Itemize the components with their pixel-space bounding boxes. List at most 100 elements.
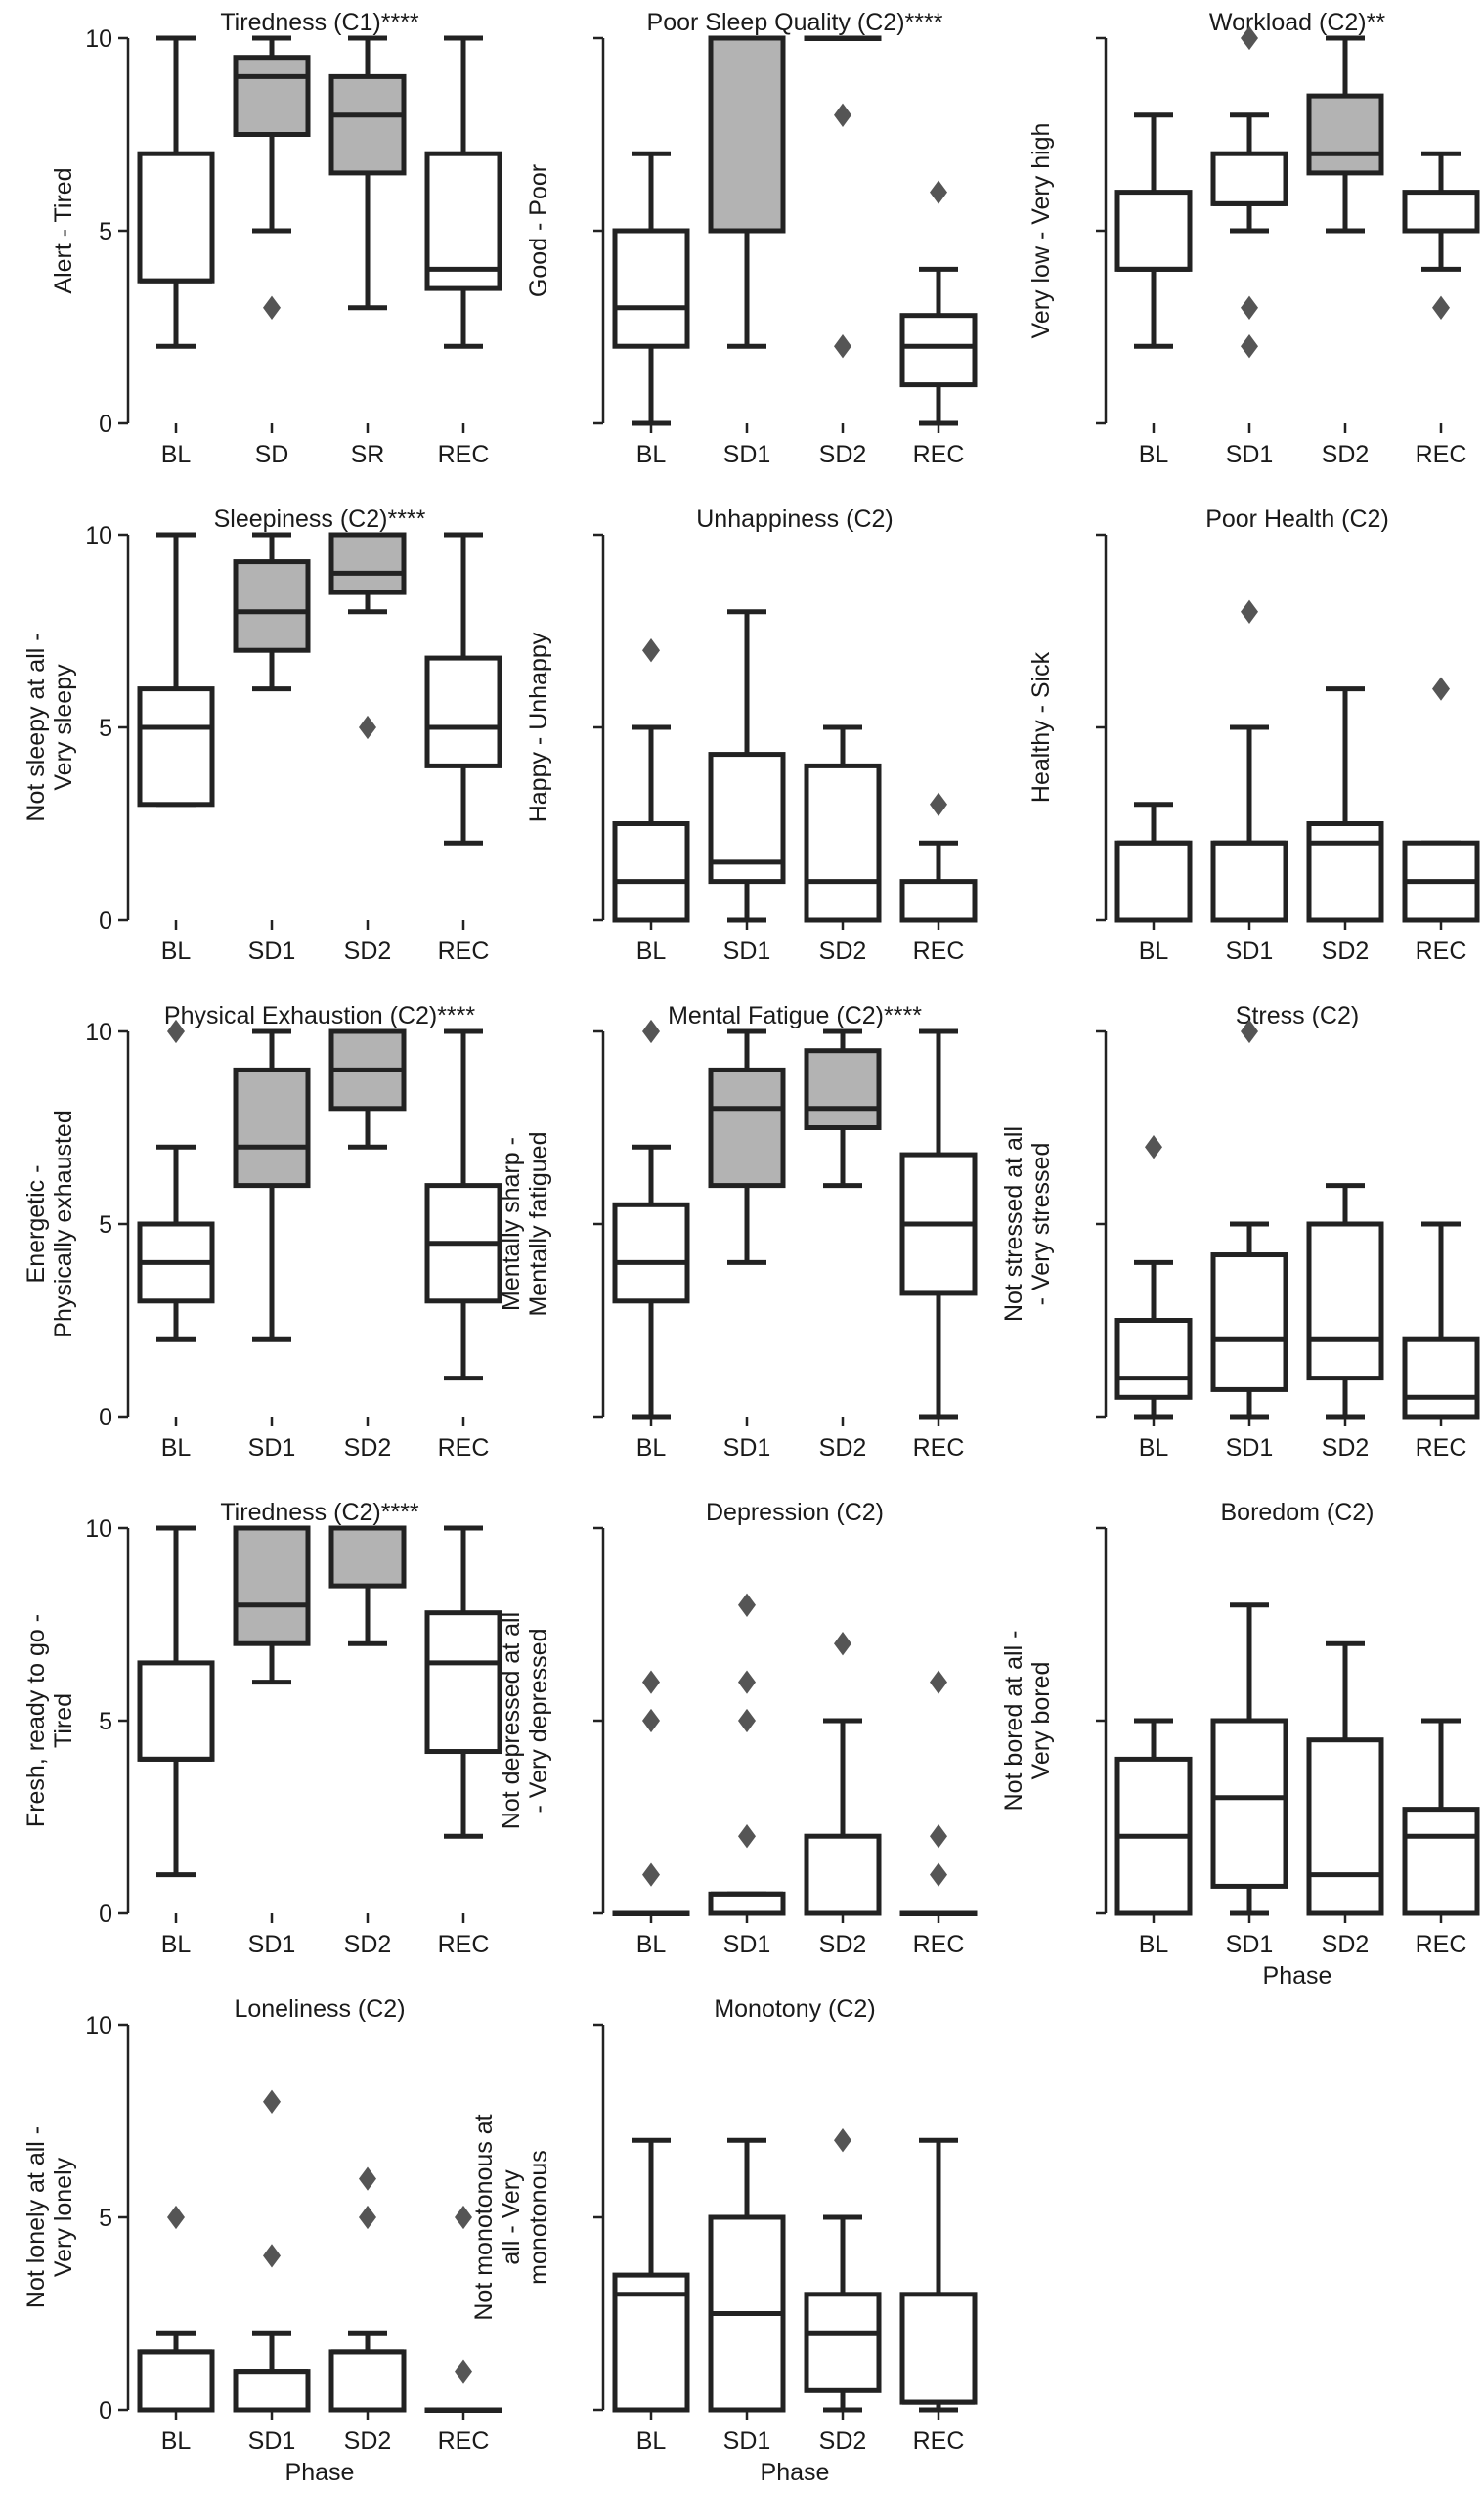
panel-title: Monotony (C2): [714, 1995, 875, 2023]
box-BL: [1114, 1718, 1193, 1916]
y-tick-label: 5: [99, 1708, 112, 1735]
iqr-box: [424, 1610, 502, 1755]
outlier-point: [930, 1862, 947, 1887]
outlier-point: [263, 295, 281, 320]
box-SD2: [1306, 686, 1384, 923]
panel-2: Workload (C2)** Very low - Very high BL SD1…: [1027, 9, 1480, 468]
box-SD2: [1306, 1183, 1384, 1420]
outlier-point: [738, 1670, 756, 1694]
iqr-box: [804, 1833, 882, 1916]
x-tick-label: SD1: [1226, 1434, 1274, 1462]
x-tick-label: BL: [636, 938, 667, 965]
y-tick-label: 5: [99, 715, 112, 742]
panel-title: Poor Sleep Quality (C2)****: [647, 9, 943, 36]
panel-title: Depression (C2): [706, 1499, 884, 1526]
panel-12: Loneliness (C2) 0 5 10 Not lonely at all - Ve…: [22, 1995, 502, 2486]
x-tick-label: BL: [161, 938, 192, 965]
x-tick-label: BL: [161, 1931, 192, 1958]
x-tick-label: BL: [1139, 441, 1169, 468]
x-tick-label: BL: [161, 441, 192, 468]
box-REC: [424, 35, 502, 349]
iqr-box: [233, 2369, 311, 2413]
iqr-box: [899, 2292, 978, 2405]
box-SD1: [233, 1525, 311, 1685]
x-tick-label: REC: [438, 2427, 490, 2455]
x-tick-label: REC: [438, 938, 490, 965]
x-tick-label: SD1: [723, 1931, 771, 1958]
y-axis-label: - Very depressed: [525, 1629, 552, 1814]
y-tick-label: 5: [99, 1211, 112, 1239]
x-tick-label: SD1: [248, 1434, 296, 1462]
box-SD1: [1210, 25, 1288, 359]
outlier-point: [1432, 295, 1450, 320]
x-tick-label: SD2: [1322, 1931, 1370, 1958]
x-tick-label: SD1: [1226, 938, 1274, 965]
outlier-point: [167, 2205, 185, 2230]
outlier-point: [834, 334, 851, 359]
iqr-box: [1210, 1252, 1288, 1392]
iqr-box: [1210, 151, 1288, 206]
y-axis-label: Not monotonous at: [470, 2114, 498, 2320]
iqr-box: [233, 1067, 311, 1189]
y-axis-label: Not depressed at all: [498, 1612, 525, 1829]
outlier-point: [738, 1824, 756, 1849]
iqr-box: [328, 532, 407, 595]
box-REC: [424, 532, 502, 846]
y-axis-label: Energetic -: [22, 1165, 50, 1284]
x-tick-label: REC: [913, 938, 965, 965]
box-BL: [137, 35, 215, 349]
outlier-point: [930, 180, 947, 204]
outlier-point: [834, 103, 851, 127]
outlier-point: [642, 1708, 660, 1733]
iqr-box: [328, 2349, 407, 2413]
panel-4: Unhappiness (C2) Happy - Unhappy BL SD1 SD2 R…: [525, 505, 978, 965]
y-tick-label: 10: [85, 1019, 112, 1046]
outlier-point: [1241, 295, 1258, 320]
panel-title: Physical Exhaustion (C2)****: [164, 1002, 475, 1029]
y-axis-label: Mentally sharp -: [498, 1137, 525, 1311]
box-BL: [612, 638, 690, 923]
iqr-box: [804, 763, 882, 923]
panel-0: Tiredness (C1)**** 0 5 10 Alert - Tired BL SD S…: [50, 9, 502, 468]
x-tick-label: SD2: [1322, 441, 1370, 468]
x-tick-label: SD2: [819, 938, 867, 965]
box-SD2: [804, 1632, 882, 1916]
outlier-point: [738, 1593, 756, 1617]
panel-8: Stress (C2) Not stressed at all - Very str…: [1000, 1002, 1480, 1462]
box-SD1: [233, 2089, 311, 2413]
box-SD2: [1306, 1640, 1384, 1916]
panel-13: Monotony (C2) Not monotonous at all - Very…: [470, 1995, 978, 2486]
outlier-point: [359, 715, 376, 740]
x-tick-label: BL: [636, 1931, 667, 1958]
iqr-box: [804, 2292, 882, 2393]
box-SD2: [804, 35, 882, 359]
x-tick-label: REC: [1416, 938, 1467, 965]
box-SD1: [1210, 1019, 1288, 1420]
outlier-point: [930, 1824, 947, 1849]
x-tick-label: SD2: [344, 1434, 392, 1462]
y-tick-label: 0: [99, 1404, 112, 1431]
panel-6: Physical Exhaustion (C2)**** 0 5 10 Energeti…: [22, 1002, 502, 1462]
panel-title: Loneliness (C2): [234, 1995, 405, 2023]
box-REC: [899, 1670, 978, 1916]
x-tick-label: REC: [438, 1931, 490, 1958]
x-axis-label: Phase: [285, 2459, 355, 2486]
iqr-box: [708, 1067, 786, 1189]
box-SD2: [328, 532, 407, 740]
panel-title: Stress (C2): [1236, 1002, 1359, 1029]
outlier-point: [1241, 334, 1258, 359]
x-tick-label: SD2: [819, 1931, 867, 1958]
x-tick-label: SD1: [1226, 441, 1274, 468]
panel-title: Tiredness (C2)****: [220, 1499, 419, 1526]
outlier-point: [263, 2089, 281, 2114]
iqr-box: [612, 2272, 690, 2413]
box-SD1: [233, 532, 311, 692]
outlier-point: [930, 1670, 947, 1694]
box-SD1: [708, 1028, 786, 1265]
y-axis-label: - Very stressed: [1027, 1143, 1055, 1306]
panel-title: Poor Health (C2): [1205, 505, 1389, 533]
box-SD: [233, 35, 311, 320]
panel-10: Depression (C2) Not depressed at all - Ver…: [498, 1499, 978, 1958]
x-tick-label: REC: [913, 441, 965, 468]
outlier-point: [738, 1708, 756, 1733]
